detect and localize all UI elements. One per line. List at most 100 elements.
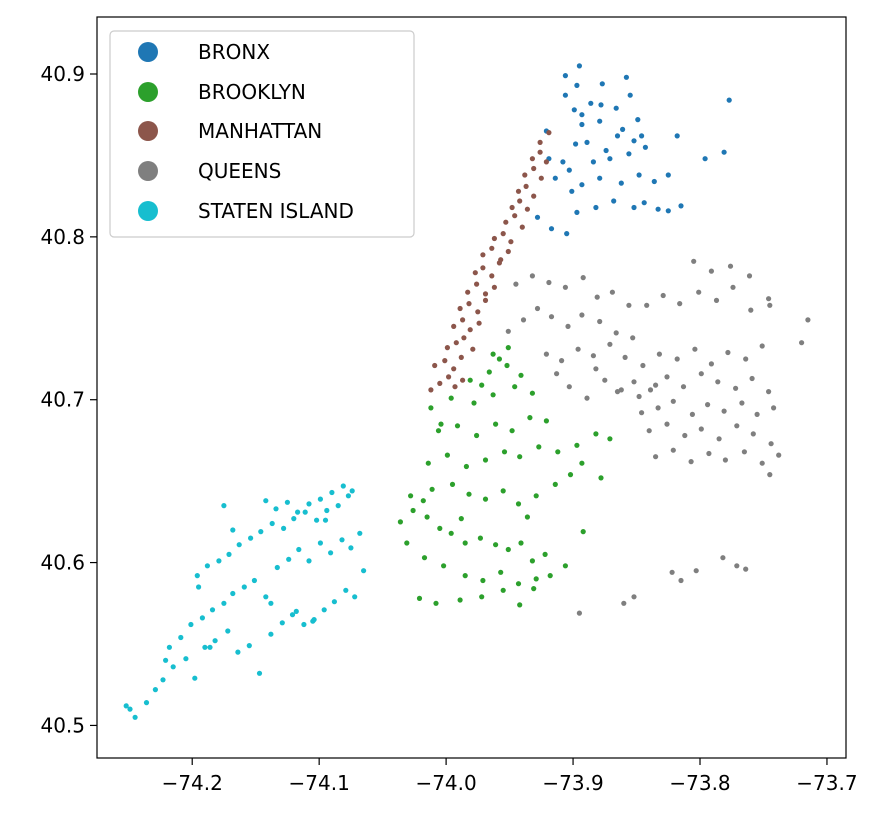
point-manhattan [467, 327, 473, 333]
point-queens [626, 302, 632, 308]
point-queens [698, 426, 704, 432]
point-brooklyn [531, 586, 537, 592]
point-manhattan [480, 252, 486, 258]
point-staten-island [204, 563, 210, 569]
point-manhattan [472, 270, 478, 276]
point-manhattan [432, 362, 438, 369]
point-staten-island [329, 489, 335, 496]
point-brooklyn [425, 460, 431, 466]
point-queens [575, 346, 581, 352]
point-bronx [665, 172, 671, 178]
x-tick-label: −74.0 [415, 771, 476, 795]
point-brooklyn [416, 595, 423, 602]
point-queens [513, 281, 519, 287]
point-manhattan [512, 213, 518, 219]
point-staten-island [295, 509, 301, 515]
point-queens [646, 428, 652, 434]
point-bronx [651, 178, 657, 185]
point-queens [691, 258, 697, 264]
point-staten-island [263, 594, 269, 600]
point-brooklyn [428, 405, 434, 411]
point-staten-island [348, 545, 354, 551]
point-queens [743, 566, 749, 572]
point-queens [590, 353, 597, 359]
point-manhattan [451, 323, 457, 329]
point-bronx [560, 159, 566, 165]
point-brooklyn [517, 454, 523, 460]
point-queens [767, 472, 773, 478]
point-queens [799, 340, 805, 346]
point-staten-island [340, 483, 346, 489]
point-manhattan [503, 219, 509, 225]
point-queens [566, 384, 572, 390]
point-bronx [620, 126, 626, 132]
point-queens [559, 358, 565, 364]
point-brooklyn [482, 496, 489, 502]
point-brooklyn [567, 472, 574, 478]
point-staten-island [331, 599, 337, 605]
y-tick-label: 40.9 [40, 62, 85, 86]
point-manhattan [460, 317, 466, 323]
point-brooklyn [607, 436, 613, 442]
point-bronx [597, 118, 603, 124]
point-staten-island [207, 644, 213, 650]
point-staten-island [279, 620, 285, 626]
point-bronx [569, 188, 575, 194]
point-manhattan [466, 301, 472, 307]
point-manhattan [457, 305, 463, 312]
legend-label-bronx: BRONX [198, 40, 270, 64]
point-brooklyn [547, 573, 553, 579]
point-brooklyn [536, 444, 542, 450]
point-queens [593, 366, 599, 372]
point-queens [565, 323, 571, 329]
point-bronx [576, 63, 583, 69]
point-brooklyn [480, 577, 486, 584]
point-queens [748, 307, 754, 313]
point-brooklyn [479, 382, 485, 388]
point-staten-island [199, 615, 205, 621]
point-staten-island [152, 687, 158, 693]
point-bronx [598, 102, 604, 108]
point-bronx [574, 209, 580, 215]
point-brooklyn [493, 542, 499, 548]
point-bronx [678, 203, 684, 209]
point-brooklyn [574, 442, 580, 448]
point-staten-island [306, 558, 312, 564]
point-queens [674, 356, 680, 362]
point-brooklyn [518, 540, 524, 546]
point-queens [722, 457, 729, 463]
point-brooklyn [462, 540, 468, 546]
point-manhattan [517, 198, 523, 204]
point-manhattan [437, 380, 443, 386]
point-manhattan [442, 358, 448, 364]
point-queens [597, 318, 603, 325]
point-manhattan [428, 387, 434, 393]
point-staten-island [352, 594, 358, 600]
point-staten-island [241, 584, 247, 590]
point-queens [680, 384, 687, 390]
legend-box [109, 30, 415, 238]
point-staten-island [289, 612, 296, 618]
point-staten-island [314, 517, 320, 523]
point-staten-island [256, 670, 263, 676]
point-queens [618, 387, 624, 393]
point-manhattan [465, 289, 471, 295]
point-queens [607, 341, 613, 347]
point-manhattan [531, 165, 537, 172]
point-manhattan [461, 335, 467, 341]
point-brooklyn [498, 569, 504, 575]
legend-label-queens: QUEENS [198, 159, 281, 183]
point-bronx [562, 73, 569, 79]
point-brooklyn [501, 449, 508, 455]
point-brooklyn [435, 428, 442, 434]
point-brooklyn [486, 369, 492, 375]
point-brooklyn [580, 529, 586, 535]
legend-label-brooklyn: BROOKLYN [198, 80, 306, 104]
point-queens [698, 371, 704, 377]
point-manhattan [480, 265, 486, 271]
point-brooklyn [500, 488, 506, 494]
point-brooklyn [518, 372, 524, 378]
point-queens [580, 275, 586, 281]
point-bronx [566, 167, 572, 173]
